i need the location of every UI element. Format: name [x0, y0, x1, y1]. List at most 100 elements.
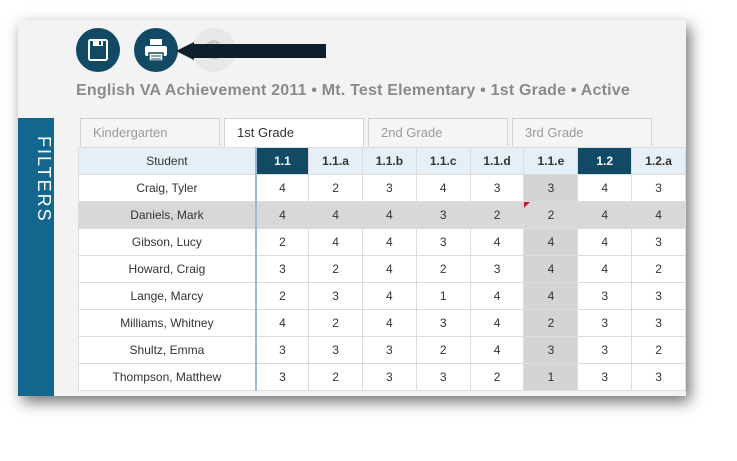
- standard-column-header[interactable]: 1.2.a: [631, 147, 686, 175]
- score-cell[interactable]: 4: [361, 282, 417, 310]
- score-cell[interactable]: 2: [523, 309, 579, 337]
- score-cell[interactable]: 2: [631, 336, 686, 364]
- score-cell[interactable]: 1: [523, 363, 579, 391]
- score-cell[interactable]: 3: [361, 336, 417, 364]
- score-cell[interactable]: 4: [415, 174, 471, 202]
- score-cell[interactable]: 3: [415, 201, 471, 229]
- score-cell[interactable]: 4: [308, 228, 363, 256]
- score-cell[interactable]: 4: [469, 282, 525, 310]
- student-name-cell[interactable]: Milliams, Whitney: [77, 309, 257, 337]
- standard-column-header[interactable]: 1.1.e: [523, 147, 579, 175]
- table-row[interactable]: Thompson, Matthew 3 2 3 3 2 1 3 3: [77, 363, 686, 391]
- score-cell[interactable]: 4: [577, 201, 633, 229]
- score-cell[interactable]: 4: [577, 255, 633, 283]
- score-cell[interactable]: 1: [415, 282, 471, 310]
- save-button[interactable]: [76, 28, 120, 72]
- printer-icon: [145, 39, 167, 62]
- student-name-cell[interactable]: Lange, Marcy: [77, 282, 257, 310]
- standard-column-header[interactable]: 1.1.d: [469, 147, 525, 175]
- filters-sidebar-toggle[interactable]: FILTERS: [18, 118, 54, 396]
- tab-2nd-grade[interactable]: 2nd Grade: [368, 118, 508, 146]
- print-button[interactable]: [134, 28, 178, 72]
- score-cell[interactable]: 4: [469, 309, 525, 337]
- tab-kindergarten[interactable]: Kindergarten: [80, 118, 220, 146]
- score-cell[interactable]: 2: [469, 201, 525, 229]
- score-cell[interactable]: 3: [469, 174, 525, 202]
- score-cell[interactable]: 3: [254, 336, 310, 364]
- score-cell[interactable]: 3: [254, 255, 310, 283]
- table-row[interactable]: Howard, Craig 3 2 4 2 3 4 4 2: [77, 255, 686, 283]
- standard-column-header[interactable]: 1.2: [577, 147, 633, 175]
- score-cell[interactable]: 3: [577, 336, 633, 364]
- student-name-cell[interactable]: Gibson, Lucy: [77, 228, 257, 256]
- score-cell[interactable]: 3: [631, 363, 686, 391]
- score-cell[interactable]: 2: [308, 309, 363, 337]
- score-cell[interactable]: 3: [308, 282, 363, 310]
- score-cell[interactable]: 3: [415, 363, 471, 391]
- score-cell[interactable]: 4: [469, 336, 525, 364]
- score-cell[interactable]: 2: [254, 228, 310, 256]
- score-cell[interactable]: 4: [361, 201, 417, 229]
- table-row[interactable]: Milliams, Whitney 4 2 4 3 4 2 3 3: [77, 309, 686, 337]
- score-cell[interactable]: 2: [631, 255, 686, 283]
- score-cell[interactable]: 3: [631, 309, 686, 337]
- score-cell[interactable]: 2: [254, 282, 310, 310]
- standard-column-header[interactable]: 1.1.a: [308, 147, 363, 175]
- student-name-cell[interactable]: Craig, Tyler: [77, 174, 257, 202]
- table-row[interactable]: Daniels, Mark 4 4 4 3 2 2 4 4: [77, 201, 686, 229]
- score-cell[interactable]: 3: [577, 282, 633, 310]
- score-cell[interactable]: 3: [631, 282, 686, 310]
- table-row[interactable]: Gibson, Lucy 2 4 4 3 4 4 4 3: [77, 228, 686, 256]
- student-name-cell[interactable]: Shultz, Emma: [77, 336, 257, 364]
- score-cell[interactable]: 3: [577, 309, 633, 337]
- score-cell[interactable]: 4: [523, 255, 579, 283]
- score-cell[interactable]: 4: [577, 174, 633, 202]
- score-cell[interactable]: 4: [523, 228, 579, 256]
- score-cell[interactable]: 4: [523, 282, 579, 310]
- student-name-cell[interactable]: Thompson, Matthew: [77, 363, 257, 391]
- standard-column-header[interactable]: 1.1: [254, 147, 310, 175]
- score-cell[interactable]: 4: [361, 228, 417, 256]
- score-cell[interactable]: 3: [523, 174, 579, 202]
- score-cell[interactable]: 2: [469, 363, 525, 391]
- tab-label: 3rd Grade: [525, 125, 584, 140]
- tab-1st-grade[interactable]: 1st Grade: [224, 118, 364, 147]
- score-cell[interactable]: 3: [523, 336, 579, 364]
- score-cell[interactable]: 3: [361, 363, 417, 391]
- score-cell[interactable]: 4: [254, 201, 310, 229]
- score-cell[interactable]: 4: [469, 228, 525, 256]
- student-name-cell[interactable]: Daniels, Mark: [77, 201, 257, 229]
- score-cell[interactable]: 3: [631, 174, 686, 202]
- score-cell[interactable]: 3: [308, 336, 363, 364]
- score-cell[interactable]: 2: [308, 255, 363, 283]
- score-cell[interactable]: 4: [308, 201, 363, 229]
- standard-column-header[interactable]: 1.1.c: [415, 147, 471, 175]
- score-cell[interactable]: 4: [577, 228, 633, 256]
- score-cell[interactable]: 3: [469, 255, 525, 283]
- student-name-cell[interactable]: Howard, Craig: [77, 255, 257, 283]
- score-cell[interactable]: 4: [254, 174, 310, 202]
- score-cell[interactable]: 2: [308, 174, 363, 202]
- score-cell[interactable]: 3: [415, 228, 471, 256]
- score-cell[interactable]: 3: [254, 363, 310, 391]
- score-cell[interactable]: 2: [415, 255, 471, 283]
- score-cell[interactable]: 2: [523, 201, 579, 229]
- score-cell[interactable]: 2: [415, 336, 471, 364]
- score-cell[interactable]: 2: [308, 363, 363, 391]
- standard-column-header[interactable]: 1.1.b: [361, 147, 417, 175]
- tab-3rd-grade[interactable]: 3rd Grade: [512, 118, 652, 146]
- score-cell[interactable]: 4: [361, 309, 417, 337]
- student-column-header[interactable]: Student: [77, 147, 257, 175]
- floppy-disk-icon: [88, 39, 108, 61]
- table-row[interactable]: Shultz, Emma 3 3 3 2 4 3 3 2: [77, 336, 686, 364]
- score-cell[interactable]: 3: [361, 174, 417, 202]
- score-cell[interactable]: 3: [631, 228, 686, 256]
- table-row[interactable]: Craig, Tyler 4 2 3 4 3 3 4 3: [77, 174, 686, 202]
- score-cell[interactable]: 4: [254, 309, 310, 337]
- score-cell[interactable]: 4: [631, 201, 686, 229]
- score-cell[interactable]: 4: [361, 255, 417, 283]
- table-row[interactable]: Lange, Marcy 2 3 4 1 4 4 3 3: [77, 282, 686, 310]
- table-header-row: Student 1.1 1.1.a 1.1.b 1.1.c 1.1.d 1.1.…: [77, 147, 686, 175]
- score-cell[interactable]: 3: [415, 309, 471, 337]
- score-cell[interactable]: 3: [577, 363, 633, 391]
